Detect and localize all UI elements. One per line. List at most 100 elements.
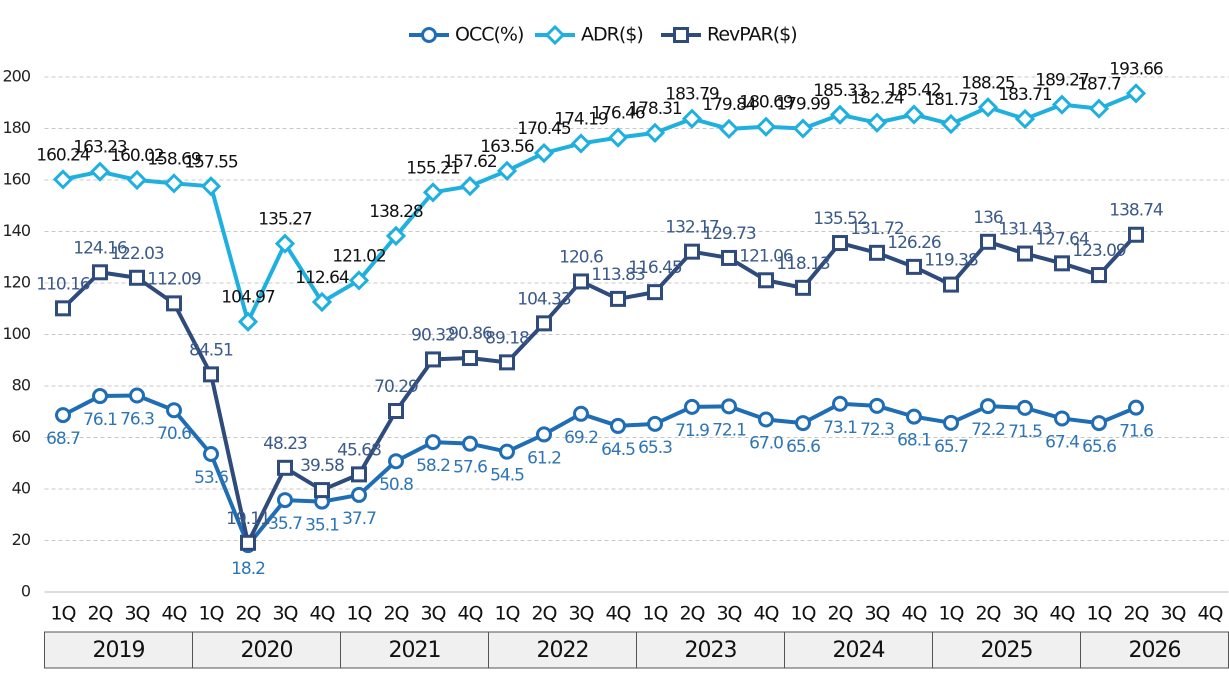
data-label: 71.6 [1119,422,1153,442]
x-tick-label: 3Q [864,603,889,625]
data-label: 72.1 [712,420,746,440]
marker [647,415,663,432]
marker [499,354,515,371]
data-label: 68.7 [46,429,80,449]
x-tick-label: 4Q [309,603,334,625]
data-label: 157.55 [184,152,238,172]
x-tick-label: 1Q [346,603,371,625]
data-label: 58.2 [416,456,450,476]
y-tick-label: 60 [12,427,31,446]
data-label: 178.31 [628,99,682,119]
marker [1091,267,1107,284]
data-label: 112.64 [295,268,349,288]
marker [314,482,330,499]
data-label: 35.7 [268,514,302,534]
data-label: 189.27 [1035,71,1089,91]
data-label: 39.58 [300,456,344,476]
data-label: 64.5 [601,440,635,460]
marker [684,243,700,260]
marker [610,417,626,434]
marker [200,176,222,197]
marker [166,295,182,312]
x-tick-label: 3Q [420,603,445,625]
data-label: 163.23 [73,138,127,158]
data-label: 126.26 [887,233,941,253]
marker [610,290,626,307]
data-label: 131.72 [850,219,904,239]
year-label: 2019 [93,638,145,663]
x-tick-label: 4Q [161,603,186,625]
data-label: 70.6 [157,424,191,444]
marker [388,453,404,470]
marker [906,408,922,425]
data-label: 183.79 [665,85,719,105]
marker [1125,83,1147,104]
marker [977,97,999,118]
x-tick-label: 2Q [383,603,408,625]
marker [203,366,219,383]
data-label: 65.3 [638,438,672,458]
data-label: 35.1 [305,516,339,536]
marker [126,169,148,191]
data-label: 67.0 [749,433,783,453]
year-label: 2023 [685,638,737,663]
data-label: 181.73 [924,90,978,110]
marker [166,402,182,419]
marker [348,270,370,291]
marker [55,407,71,424]
marker [240,534,256,551]
marker [459,176,481,197]
data-label: 110.16 [36,274,90,294]
marker [544,24,566,46]
marker [1017,245,1033,262]
marker [943,276,959,293]
data-label: 57.6 [453,458,487,478]
marker [163,173,185,194]
data-label: 182.24 [850,89,904,109]
data-label: 121.02 [332,246,386,266]
x-tick-label: 3Q [568,603,593,625]
marker [52,169,74,190]
data-label: 160.02 [110,146,164,166]
year-label: 2021 [389,638,441,663]
data-label: 89.18 [485,328,529,348]
data-label: 155.21 [406,158,460,178]
data-label: 76.1 [83,410,117,430]
year-cell [636,631,785,669]
marker [869,397,885,414]
marker [421,27,437,43]
x-tick-label: 1Q [50,603,75,625]
data-label: 174.19 [554,109,608,129]
marker [496,160,518,181]
marker [795,279,811,296]
marker [237,311,259,332]
marker [351,466,367,483]
marker [1088,98,1110,119]
data-label: 90.86 [448,324,492,344]
marker [92,264,108,281]
marker [311,291,333,313]
data-label: 18.2 [231,559,265,579]
marker [573,405,589,422]
data-label: 116.45 [628,258,682,278]
y-tick-label: 0 [21,582,31,601]
marker [607,127,629,148]
marker [1054,255,1070,272]
marker [536,426,552,443]
marker [869,244,885,261]
marker [351,486,367,503]
data-label: 72.2 [971,420,1005,440]
x-tick-label: 3Q [716,603,741,625]
year-cell [488,631,637,669]
marker [980,233,996,250]
year-label: 2026 [1129,638,1181,663]
marker [388,403,404,420]
data-label: 163.56 [480,137,534,157]
data-label: 131.43 [998,220,1052,240]
data-label: 84.51 [189,340,233,360]
marker [385,225,407,247]
data-label: 76.3 [120,410,154,430]
legend-label: OCC(%) [455,24,523,46]
x-tick-label: 2Q [235,603,260,625]
marker [644,122,666,143]
